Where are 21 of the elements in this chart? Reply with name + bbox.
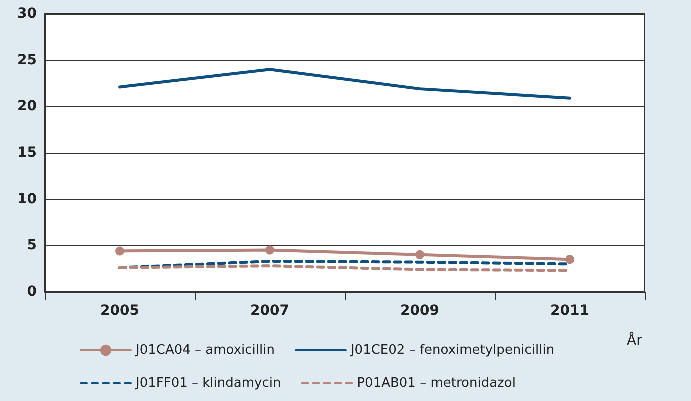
x-tick-label: 2011 (550, 303, 590, 319)
y-tick-label: 30 (18, 6, 38, 22)
point (266, 246, 274, 255)
point (116, 246, 124, 256)
point (416, 250, 424, 260)
legend-label: P01AB01 – metronidazol (357, 376, 516, 391)
point (566, 255, 574, 264)
x-tick-label: 2009 (400, 303, 440, 319)
y-tick-label: 0 (27, 284, 38, 300)
y-tick-label: 5 (27, 238, 37, 254)
y-tick-label: 25 (18, 52, 37, 68)
y-tick-label: 20 (18, 98, 38, 115)
y-tick-label: 10 (18, 191, 38, 208)
legend-label: J01CE02 – fenoximetylpenicillin (350, 343, 555, 358)
x-tick-label: 2007 (250, 303, 290, 319)
y-tick-label: 15 (18, 145, 37, 161)
x-axis-title: År (627, 332, 643, 349)
legend-label: J01CA04 – amoxicillin (135, 343, 275, 358)
legend-label: J01FF01 – klindamycin (135, 376, 282, 391)
line-series (118, 68, 572, 100)
x-tick-label: 2005 (100, 303, 140, 319)
